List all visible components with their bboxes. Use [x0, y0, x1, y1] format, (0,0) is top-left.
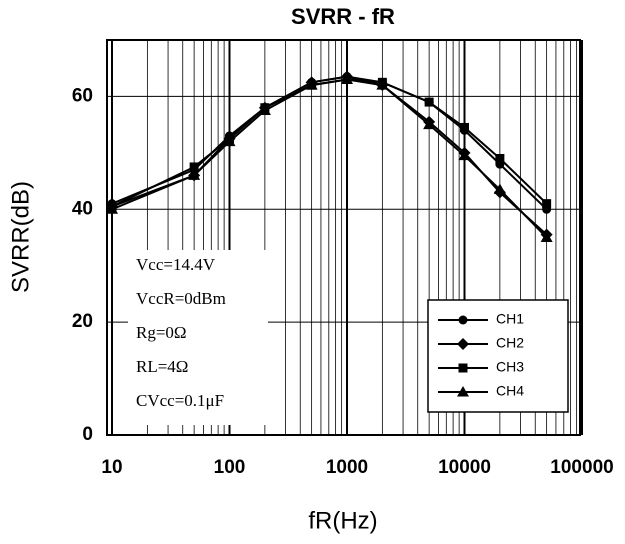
y-tick-label: 60 [72, 85, 93, 106]
x-tick-label: 10000 [438, 457, 491, 478]
legend-marker [458, 315, 468, 325]
marker [458, 149, 471, 161]
legend-label: CH4 [496, 383, 524, 399]
annotation: Vcc=14.4V [136, 255, 216, 274]
annotation: VccR=0dBm [136, 289, 226, 308]
y-axis-label: SVRR(dB) [7, 181, 34, 293]
x-tick-label: 100000 [550, 457, 613, 478]
marker [542, 199, 552, 209]
legend-label: CH3 [496, 359, 524, 375]
marker [540, 231, 553, 242]
legend-label: CH1 [496, 311, 524, 327]
marker [341, 73, 353, 84]
marker [495, 154, 505, 163]
marker [189, 162, 199, 172]
legend-marker [457, 338, 469, 350]
annotation-box [128, 250, 268, 425]
marker [188, 169, 201, 180]
annotation: RL=4Ω [136, 357, 188, 376]
y-tick-label: 0 [82, 424, 93, 445]
x-axis-label: fR(Hz) [308, 507, 377, 534]
legend-box [427, 299, 569, 413]
marker [423, 118, 436, 130]
legend-label: CH2 [496, 335, 524, 351]
marker [258, 104, 271, 116]
marker [223, 135, 236, 147]
series-line [111, 78, 548, 239]
annotation: Rg=0Ω [136, 323, 187, 342]
legend-marker [458, 363, 468, 373]
y-tick-label: 40 [72, 198, 93, 219]
marker [305, 79, 318, 90]
x-tick-label: 10 [101, 457, 122, 478]
y-tick-label: 20 [72, 311, 93, 332]
series-line [111, 78, 548, 208]
marker [376, 79, 389, 90]
marker [493, 183, 506, 195]
marker [106, 203, 118, 214]
annotation: CVcc=0.1μF [136, 391, 224, 410]
legend-marker [457, 386, 469, 397]
marker [460, 122, 469, 132]
x-tick-label: 1000 [326, 457, 368, 478]
chart-title: SVRR - fR [291, 4, 395, 29]
plot-frame [106, 39, 581, 436]
marker [424, 97, 434, 107]
x-tick-label: 100 [214, 457, 246, 478]
series-line [111, 75, 548, 236]
